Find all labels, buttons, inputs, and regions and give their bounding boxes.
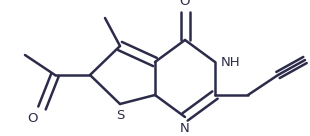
- Text: N: N: [180, 122, 190, 135]
- Text: S: S: [116, 109, 124, 122]
- Text: O: O: [28, 112, 38, 125]
- Text: NH: NH: [221, 55, 241, 69]
- Text: O: O: [180, 0, 190, 8]
